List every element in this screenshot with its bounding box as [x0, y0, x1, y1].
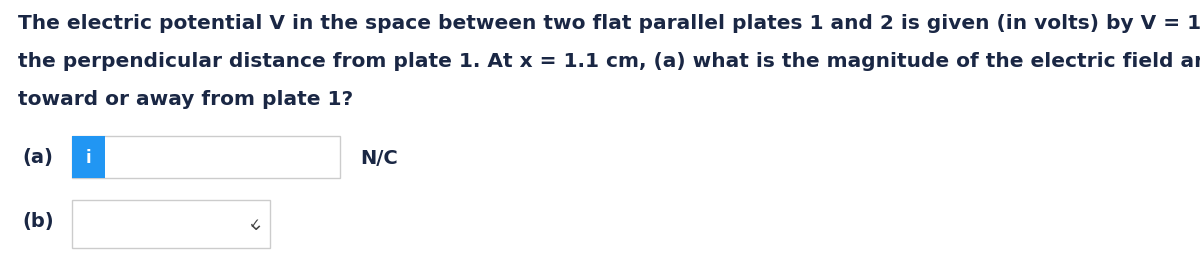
Text: ⌄: ⌄ — [247, 215, 263, 233]
Text: the perpendicular distance from plate 1. At x = 1.1 cm, (a) what is the magnitud: the perpendicular distance from plate 1.… — [18, 52, 1200, 71]
Bar — [72, 136, 340, 178]
Text: ✓: ✓ — [250, 217, 260, 231]
Bar — [72, 200, 270, 248]
Text: i: i — [85, 149, 91, 167]
Text: toward or away from plate 1?: toward or away from plate 1? — [18, 90, 353, 109]
Text: (b): (b) — [22, 212, 54, 232]
Text: N/C: N/C — [360, 149, 397, 167]
Text: (a): (a) — [22, 149, 53, 167]
Bar — [72, 136, 106, 178]
Text: The electric potential V in the space between two flat parallel plates 1 and 2 i: The electric potential V in the space be… — [18, 14, 1200, 33]
